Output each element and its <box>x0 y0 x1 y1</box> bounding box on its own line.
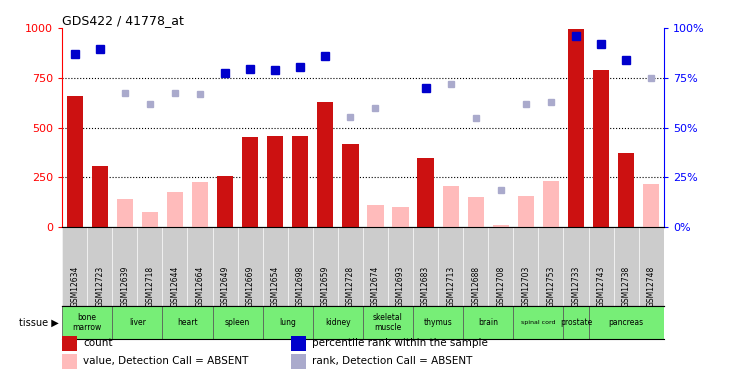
Text: count: count <box>83 338 113 348</box>
Bar <box>468 197 484 227</box>
Bar <box>162 306 213 339</box>
Text: liver: liver <box>129 318 145 327</box>
Text: percentile rank within the sample: percentile rank within the sample <box>312 338 488 348</box>
Bar <box>363 306 413 339</box>
Text: pancreas: pancreas <box>609 318 644 327</box>
Text: spleen: spleen <box>225 318 250 327</box>
Bar <box>213 306 262 339</box>
Text: rank, Detection Call = ABSENT: rank, Detection Call = ABSENT <box>312 356 472 366</box>
Bar <box>568 29 584 227</box>
Bar <box>167 192 183 227</box>
Bar <box>113 306 162 339</box>
Bar <box>393 207 409 227</box>
Text: tissue ▶: tissue ▶ <box>19 318 58 327</box>
Bar <box>62 306 113 339</box>
Bar <box>67 96 83 227</box>
Text: bone
marrow: bone marrow <box>72 313 102 332</box>
Bar <box>62 336 77 351</box>
Bar <box>493 225 509 227</box>
Bar <box>242 138 258 227</box>
Bar <box>291 354 306 369</box>
Text: prostate: prostate <box>560 318 592 327</box>
Bar <box>442 186 459 227</box>
Text: GDS422 / 41778_at: GDS422 / 41778_at <box>62 14 184 27</box>
Bar <box>291 336 306 351</box>
Bar <box>368 205 384 227</box>
Bar <box>543 181 559 227</box>
Text: kidney: kidney <box>325 318 351 327</box>
Bar <box>463 306 513 339</box>
Bar <box>342 144 358 227</box>
Bar <box>117 199 133 227</box>
Bar <box>588 306 664 339</box>
Bar <box>192 182 208 227</box>
Bar <box>413 306 463 339</box>
Bar <box>91 166 108 227</box>
Text: heart: heart <box>177 318 198 327</box>
Bar <box>564 306 588 339</box>
Bar <box>313 306 363 339</box>
Bar <box>62 354 77 369</box>
Bar <box>292 136 308 227</box>
Text: thymus: thymus <box>424 318 452 327</box>
Bar <box>618 153 635 227</box>
Text: lung: lung <box>279 318 296 327</box>
Bar <box>518 196 534 227</box>
Bar <box>417 158 433 227</box>
Bar <box>217 176 233 227</box>
Bar <box>142 212 158 227</box>
Text: value, Detection Call = ABSENT: value, Detection Call = ABSENT <box>83 356 249 366</box>
Bar <box>593 70 609 227</box>
Bar <box>643 184 659 227</box>
Text: skeletal
muscle: skeletal muscle <box>373 313 403 332</box>
Text: brain: brain <box>478 318 499 327</box>
Bar <box>513 306 564 339</box>
Bar <box>317 102 333 227</box>
Text: spinal cord: spinal cord <box>521 320 556 325</box>
Bar <box>262 306 313 339</box>
Bar <box>267 136 284 227</box>
